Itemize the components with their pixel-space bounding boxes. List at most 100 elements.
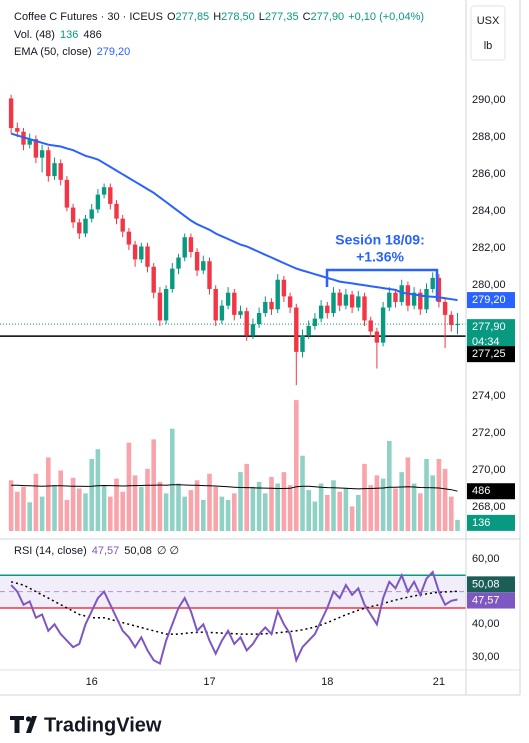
ohlc-key: H bbox=[213, 11, 221, 23]
volume-bar bbox=[232, 493, 237, 531]
volume-ma-line bbox=[11, 484, 458, 492]
volume-bar bbox=[405, 457, 411, 531]
volume-bar bbox=[114, 478, 119, 531]
rsi-ma-value: 50,08 bbox=[124, 545, 152, 557]
close-price-tag: 277,90 bbox=[472, 321, 506, 333]
annotation-text: Sesión 18/09: bbox=[335, 232, 425, 248]
volume-tag: 136 bbox=[472, 517, 490, 529]
volume-bar bbox=[170, 428, 175, 531]
candle-body bbox=[157, 292, 163, 321]
volume-bar bbox=[8, 480, 14, 531]
y-tick-label: 272,00 bbox=[472, 427, 506, 439]
volume-bar bbox=[83, 493, 88, 531]
y-tick-label: 40,00 bbox=[472, 618, 500, 630]
candle-body bbox=[387, 292, 392, 308]
volume-bar bbox=[287, 485, 293, 531]
volume-bar bbox=[349, 506, 355, 531]
volume-value: 136 bbox=[60, 29, 78, 41]
ohlc-value: 278,50 bbox=[221, 11, 255, 23]
y-tick-label: 270,00 bbox=[472, 464, 506, 476]
brand-logo: TradingView bbox=[10, 714, 162, 736]
ohlc-value: 277,90 bbox=[311, 11, 345, 23]
unit-box[interactable] bbox=[470, 5, 506, 61]
volume-bar bbox=[368, 485, 373, 531]
candle-body bbox=[263, 301, 268, 314]
candle-body bbox=[281, 279, 287, 297]
candle-body bbox=[77, 222, 82, 234]
ema-name: EMA (50, close) bbox=[14, 46, 92, 58]
volume-bar bbox=[33, 473, 39, 531]
rsi-value: 47,57 bbox=[92, 545, 120, 557]
volume-ma-tag-bg bbox=[467, 483, 515, 500]
volume-bar bbox=[46, 457, 51, 531]
y-tick-label: 268,00 bbox=[472, 501, 506, 513]
candle-body bbox=[126, 231, 132, 245]
rsi-ma-tag: 50,08 bbox=[472, 578, 500, 590]
candle-body bbox=[244, 311, 249, 336]
volume-bar bbox=[275, 483, 280, 531]
volume-bar bbox=[201, 499, 206, 531]
candle-body bbox=[70, 207, 76, 223]
candle-body bbox=[132, 244, 138, 260]
candle-body bbox=[374, 331, 380, 343]
volume-bar bbox=[281, 472, 287, 531]
candle-body bbox=[95, 194, 101, 210]
candle-body bbox=[455, 324, 460, 326]
volume-bar bbox=[194, 480, 200, 531]
volume-bar bbox=[39, 496, 45, 531]
y-tick-label: 290,00 bbox=[472, 94, 506, 106]
volume-bar bbox=[337, 491, 342, 531]
annotation-text: +1.36% bbox=[356, 249, 404, 265]
volume-bar bbox=[95, 449, 101, 531]
candle-body bbox=[256, 313, 262, 325]
volume-bar bbox=[64, 499, 70, 531]
volume-ma-tag: 486 bbox=[472, 485, 490, 497]
volume-bar bbox=[263, 493, 268, 531]
volume-bar bbox=[101, 485, 107, 531]
candle-body bbox=[411, 292, 417, 306]
layer bbox=[0, 94, 466, 665]
rsi-extra: ∅ ∅ bbox=[157, 545, 179, 557]
x-tick-label: 16 bbox=[86, 676, 98, 688]
candle-body bbox=[287, 296, 293, 308]
volume-bar bbox=[182, 496, 187, 531]
volume-bar bbox=[424, 459, 429, 531]
candle-body bbox=[269, 301, 274, 310]
logo-icon bbox=[25, 716, 32, 722]
x-tick-label: 18 bbox=[321, 676, 333, 688]
rsi-ma-line bbox=[10, 581, 458, 635]
volume-bar bbox=[356, 495, 361, 531]
candle-body bbox=[39, 150, 45, 158]
x-tick-label: 17 bbox=[203, 676, 215, 688]
ohlc-key: O bbox=[167, 11, 176, 23]
volume-bar bbox=[343, 488, 349, 531]
volume-bar bbox=[418, 493, 423, 531]
candle-body bbox=[27, 139, 32, 145]
volume-bar bbox=[269, 477, 274, 531]
candle-body bbox=[424, 288, 429, 310]
candle-body bbox=[380, 307, 386, 343]
volume-bar bbox=[21, 486, 26, 531]
candle-body bbox=[294, 307, 299, 352]
volume-bar bbox=[207, 473, 212, 531]
volume-bar bbox=[213, 486, 218, 531]
volume-bar bbox=[399, 472, 404, 531]
close-price-tag-bg bbox=[467, 319, 515, 350]
candle-body bbox=[356, 296, 361, 308]
candle-body bbox=[33, 139, 39, 158]
candle-body bbox=[232, 292, 237, 315]
y-tick-label: 60,00 bbox=[472, 553, 500, 565]
volume-bar bbox=[52, 485, 57, 531]
volume-bar bbox=[430, 475, 435, 531]
volume-bar bbox=[157, 481, 163, 531]
legend-rsi: RSI (14, close) 47,57 50,08 ∅ ∅ bbox=[14, 545, 179, 557]
volume-bar bbox=[300, 455, 305, 531]
candle-body bbox=[15, 128, 20, 132]
candle-body bbox=[436, 277, 442, 302]
candle-body bbox=[139, 246, 144, 260]
candle-body bbox=[170, 268, 175, 289]
candle-body bbox=[418, 292, 423, 310]
candle-body bbox=[58, 163, 63, 180]
volume-bar bbox=[120, 491, 125, 531]
